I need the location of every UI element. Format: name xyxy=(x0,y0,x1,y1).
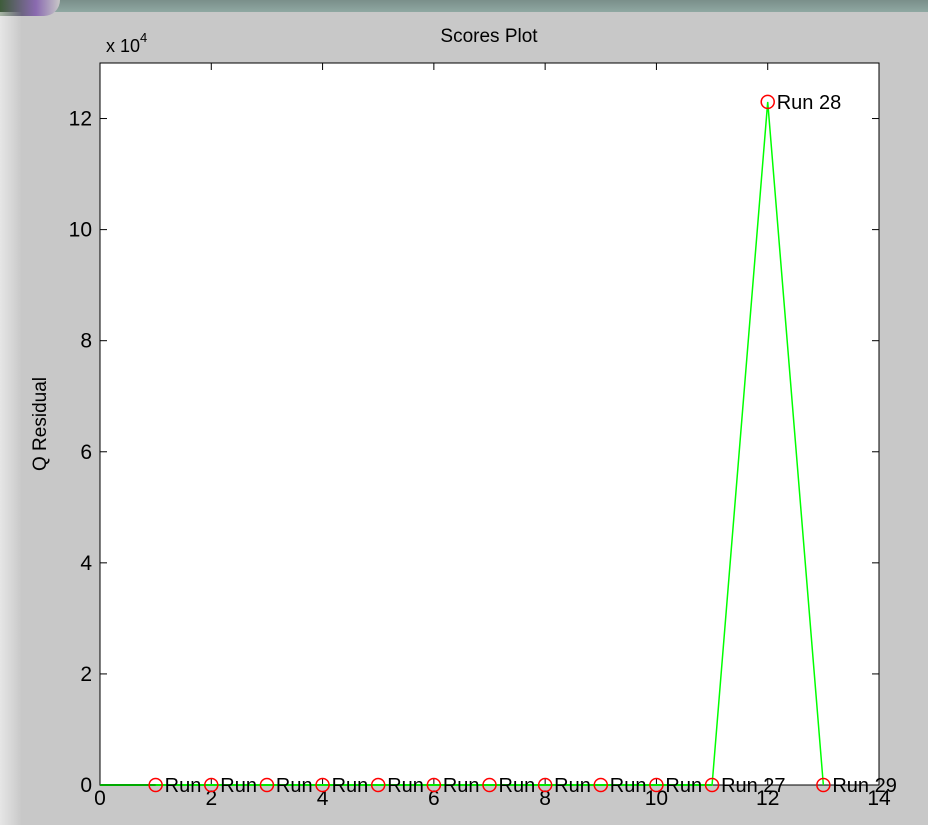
data-point-marker xyxy=(760,94,775,110)
data-point-marker xyxy=(259,777,275,793)
data-point-label: Run 29 xyxy=(832,775,897,797)
data-point-label: Run xyxy=(387,775,424,797)
x-tick-label: 6 xyxy=(428,787,440,810)
data-point-marker xyxy=(704,777,720,793)
data-series xyxy=(100,94,831,793)
data-point-label: Run 28 xyxy=(777,92,842,114)
data-point-label: Run xyxy=(554,775,591,797)
y-tick-label: 8 xyxy=(80,330,92,353)
y-tick-label: 12 xyxy=(69,108,92,131)
data-point-marker xyxy=(537,777,553,793)
window-top-strip xyxy=(0,0,928,12)
x-tick-label: 10 xyxy=(645,787,668,810)
data-point-marker xyxy=(315,777,330,793)
data-point-label: Run xyxy=(165,775,202,797)
data-point-marker xyxy=(593,777,609,793)
point-labels: Run Run Run Run Run Run Run Run Run Run Run 27 Run … xyxy=(165,92,897,797)
plot-area xyxy=(99,62,880,786)
x-tick-label: 8 xyxy=(539,787,551,810)
series-line xyxy=(155,101,825,786)
y-tick-label: 10 xyxy=(69,219,92,242)
chart-title: Scores Plot xyxy=(440,26,538,47)
data-point-label: Run xyxy=(276,775,313,797)
y-tick-label: 2 xyxy=(80,663,92,686)
left-fade-decoration xyxy=(0,12,22,825)
y-tick-label: 0 xyxy=(80,774,92,797)
x-tick-label: 12 xyxy=(756,787,779,810)
data-point-label: Run xyxy=(499,775,536,797)
data-point-marker xyxy=(204,777,219,793)
x-tick-label: 4 xyxy=(317,787,329,810)
x-tick-label: 2 xyxy=(205,787,217,810)
data-point-marker xyxy=(426,777,442,793)
data-point-label: Run 27 xyxy=(721,775,786,797)
y-multiplier-base: x 10 xyxy=(106,36,140,56)
data-point-label: Run xyxy=(332,775,369,797)
y-multiplier-exponent: 4 xyxy=(140,30,147,45)
x-tick-label: 14 xyxy=(867,787,891,810)
y-axis-label: Q Residual xyxy=(30,377,51,471)
data-point-marker xyxy=(649,777,664,793)
data-point-marker xyxy=(148,777,163,793)
data-point-label: Run xyxy=(443,775,480,797)
y-tick-label: 4 xyxy=(80,552,92,575)
data-point-marker xyxy=(816,777,831,793)
y-tick-label: 6 xyxy=(80,441,92,464)
data-point-label: Run xyxy=(220,775,257,797)
data-point-label: Run xyxy=(610,775,647,797)
data-point-label: Run xyxy=(665,775,702,797)
data-point-marker xyxy=(370,777,386,793)
data-point-marker xyxy=(482,777,497,793)
y-axis-multiplier: x 104 xyxy=(106,30,147,56)
x-tick-label: 0 xyxy=(94,787,106,810)
